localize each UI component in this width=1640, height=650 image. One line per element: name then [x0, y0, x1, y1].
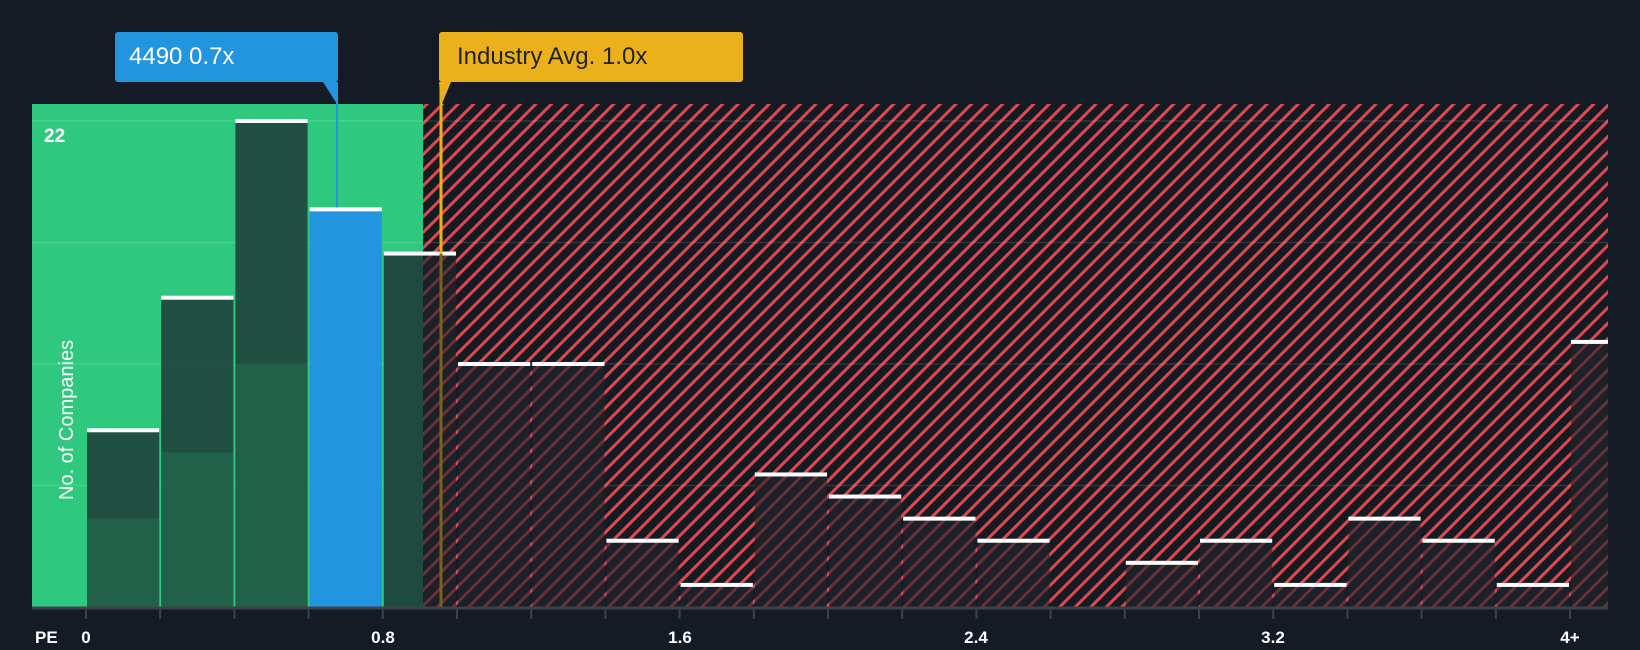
bar-top-marker — [1496, 582, 1569, 587]
x-tick-label: 0 — [81, 628, 91, 647]
bar-top-marker — [458, 362, 531, 366]
histogram-bar — [532, 362, 605, 607]
histogram-bar — [235, 119, 308, 607]
histogram-bar — [754, 472, 827, 607]
histogram-bars — [87, 119, 1608, 607]
bar-top-marker — [1200, 538, 1273, 543]
histogram-bar — [903, 516, 976, 607]
bar-top-marker — [532, 362, 605, 366]
histogram-bar — [1348, 516, 1421, 607]
bar-top-marker — [606, 538, 679, 543]
histogram-bar — [1496, 582, 1569, 607]
company-pe-callout: 4490 0.7x — [115, 32, 338, 82]
bar-top-marker — [977, 538, 1050, 543]
bar-top-marker — [829, 494, 902, 499]
company-callout-pointer — [323, 82, 337, 104]
y-axis-title: No. of Companies — [56, 339, 78, 500]
histogram-bar — [87, 428, 160, 607]
histogram-bar — [383, 251, 456, 607]
x-tick-label: 1.6 — [668, 628, 692, 647]
bar-top-marker — [1422, 538, 1495, 543]
bar-top-marker — [87, 428, 160, 433]
histogram-bar — [1274, 582, 1347, 607]
x-axis — [32, 606, 1608, 619]
histogram-bar — [1422, 538, 1495, 607]
bar-top-marker — [161, 295, 234, 300]
bar-top-marker — [1348, 516, 1421, 521]
bar-top-marker — [235, 119, 308, 123]
bar-top-marker — [754, 472, 827, 477]
bar-top-marker — [1274, 582, 1347, 587]
bar-top-marker — [903, 516, 976, 521]
bar-top-marker — [1571, 339, 1608, 344]
x-axis-title: PE — [35, 628, 58, 647]
histogram-bar — [1571, 339, 1608, 607]
histogram-bar — [309, 207, 382, 607]
bar-top-marker — [680, 582, 753, 587]
histogram-bar — [161, 295, 234, 607]
histogram-bar — [977, 538, 1050, 607]
histogram-bar — [1125, 560, 1198, 607]
industry-avg-callout: Industry Avg. 1.0x — [439, 32, 743, 82]
x-tick-label: 4+ — [1560, 628, 1580, 647]
histogram-bar — [829, 494, 902, 607]
histogram-bar — [680, 582, 753, 607]
y-axis-max-label: 22 — [44, 126, 66, 147]
bar-top-marker — [309, 207, 382, 212]
x-tick-label: 3.2 — [1261, 628, 1285, 647]
bar-top-marker — [1125, 560, 1198, 565]
histogram-bar — [458, 362, 531, 607]
value-markers — [323, 82, 451, 607]
histogram-bar — [1200, 538, 1273, 607]
x-tick-label: 0.8 — [371, 628, 395, 647]
x-tick-label: 2.4 — [964, 628, 988, 647]
bar-top-marker — [383, 251, 456, 256]
histogram-bar — [606, 538, 679, 607]
